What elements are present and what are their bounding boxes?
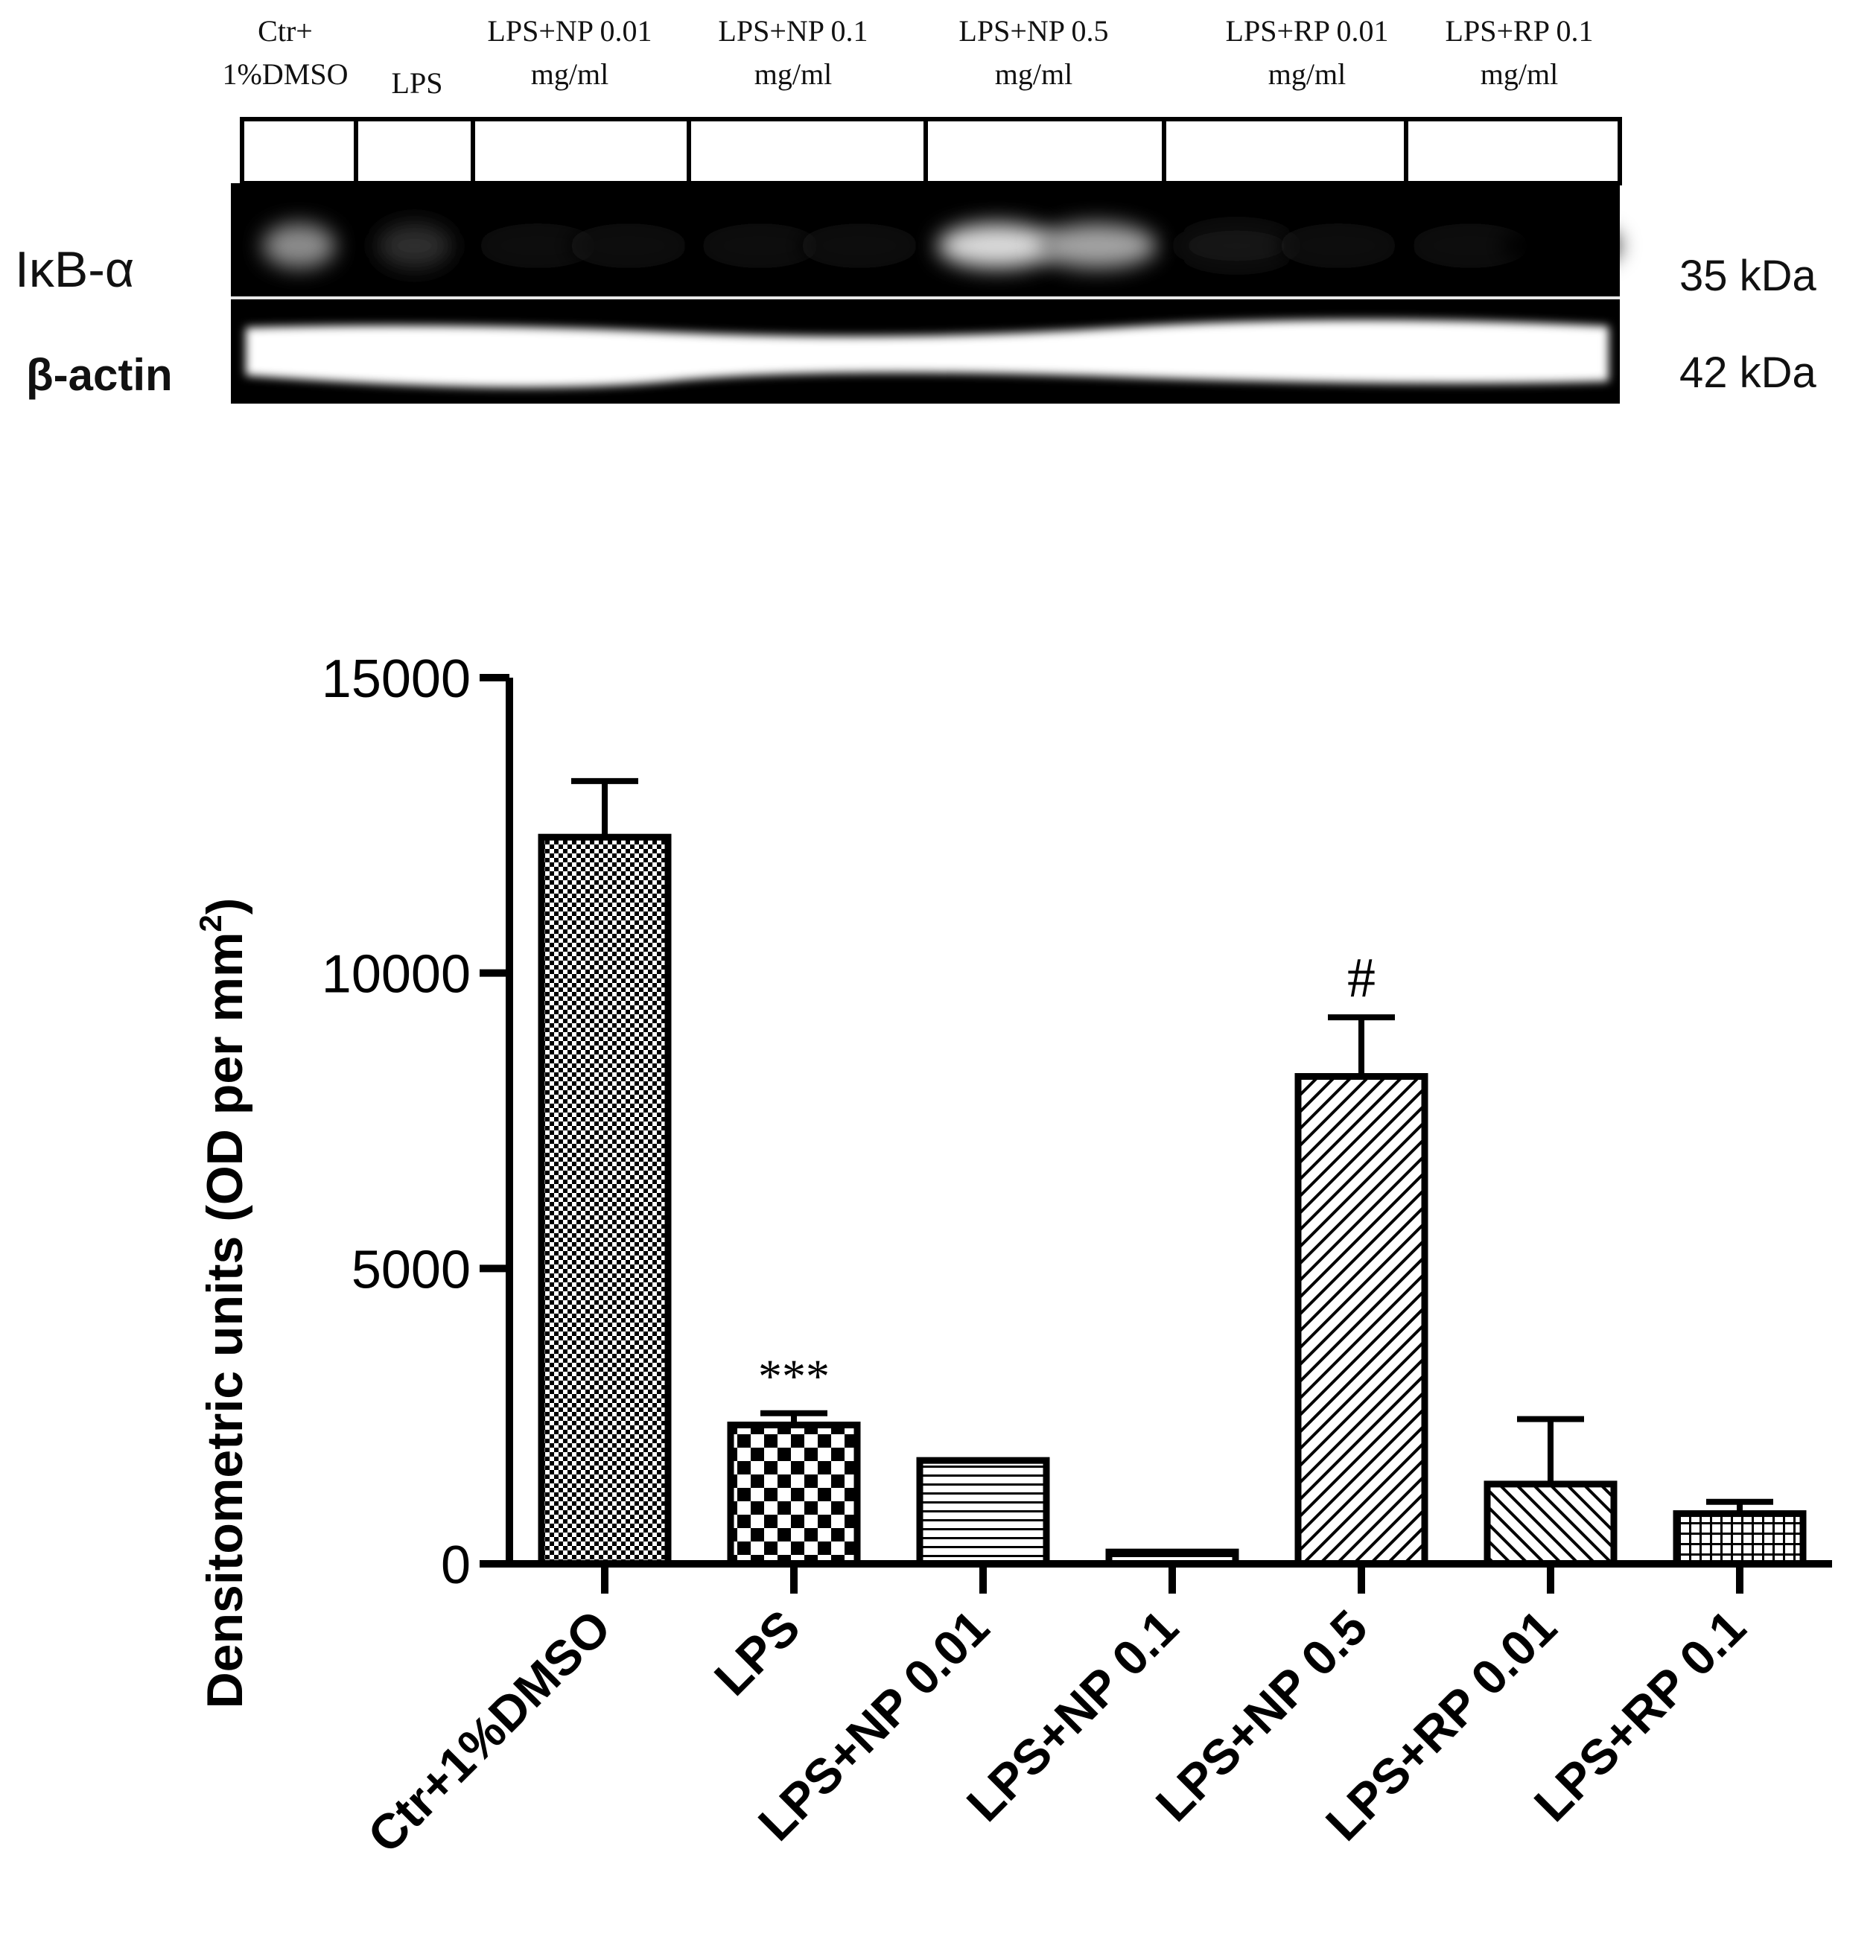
lane-box-border bbox=[240, 117, 1622, 185]
ikb-band bbox=[1411, 223, 1530, 268]
western-blot: Ctr+ 1%DMSO LPS LPS+NP 0.01 mg/ml LPS+NP 0.1 m… bbox=[15, 14, 1817, 404]
strip-separator bbox=[231, 296, 1620, 299]
bar bbox=[1484, 1480, 1618, 1568]
bars: *** # bbox=[538, 777, 1807, 1568]
ikb-band bbox=[1279, 223, 1398, 268]
lane-label: LPS+NP 0.01 bbox=[487, 14, 652, 48]
y-tick-label: 5000 bbox=[352, 1240, 471, 1299]
ikb-band bbox=[1177, 223, 1297, 268]
lane-label: 1%DMSO bbox=[223, 57, 349, 91]
significance-annotation: *** bbox=[758, 1350, 830, 1403]
ikb-alpha-bands bbox=[262, 223, 1620, 268]
ikb-band bbox=[799, 223, 919, 268]
ikb-band bbox=[700, 223, 820, 268]
lane-labels: Ctr+ 1%DMSO LPS LPS+NP 0.01 mg/ml LPS+NP 0.1 m… bbox=[223, 14, 1594, 100]
bar bbox=[1294, 1073, 1428, 1568]
x-tick-label: LPS bbox=[704, 1600, 810, 1706]
lane-label: LPS+NP 0.5 bbox=[958, 14, 1108, 48]
ikb-band bbox=[262, 223, 336, 268]
lane-label: LPS+NP 0.1 bbox=[718, 14, 868, 48]
beta-actin-label: β-actin bbox=[26, 350, 173, 400]
y-tick-label: 15000 bbox=[322, 649, 471, 709]
x-tick-label: Ctr+1%DMSO bbox=[357, 1600, 620, 1863]
bar bbox=[538, 833, 672, 1568]
lane-label: mg/ml bbox=[531, 57, 608, 91]
lane-label: mg/ml bbox=[995, 57, 1072, 91]
ikb-band bbox=[1037, 223, 1157, 268]
y-tick-label: 0 bbox=[441, 1536, 471, 1595]
lane-label: mg/ml bbox=[1268, 57, 1346, 91]
ikb-alpha-size: 35 kDa bbox=[1679, 252, 1817, 300]
ikb-alpha-label: IκB-α bbox=[15, 241, 134, 298]
lane-label: LPS bbox=[392, 66, 443, 100]
lane-label: mg/ml bbox=[1481, 57, 1558, 91]
y-tick-label: 10000 bbox=[322, 945, 471, 1005]
ikb-band bbox=[1500, 223, 1620, 268]
y-axis-label: Densitometric units (OD per mm2) bbox=[193, 898, 253, 1709]
ikb-band bbox=[478, 223, 597, 268]
lane-label: Ctr+ bbox=[258, 14, 313, 48]
ikb-band bbox=[938, 223, 1057, 268]
ikb-band bbox=[568, 223, 688, 268]
ikb-band bbox=[377, 223, 452, 268]
bar-chart: Densitometric units (OD per mm2) 0 5000 10… bbox=[193, 649, 1832, 1863]
bar bbox=[916, 1457, 1050, 1568]
significance-annotation: # bbox=[1347, 946, 1376, 1009]
lane-label: LPS+RP 0.1 bbox=[1446, 14, 1594, 48]
beta-actin-size: 42 kDa bbox=[1679, 349, 1817, 397]
y-axis-ticks: 0 5000 10000 15000 bbox=[322, 649, 509, 1595]
lane-label: LPS+RP 0.01 bbox=[1226, 14, 1389, 48]
bar bbox=[727, 1422, 861, 1568]
lane-boxes bbox=[240, 117, 1622, 185]
bar bbox=[1673, 1510, 1807, 1568]
beta-actin-band bbox=[246, 319, 1609, 388]
lane-label: mg/ml bbox=[754, 57, 832, 91]
